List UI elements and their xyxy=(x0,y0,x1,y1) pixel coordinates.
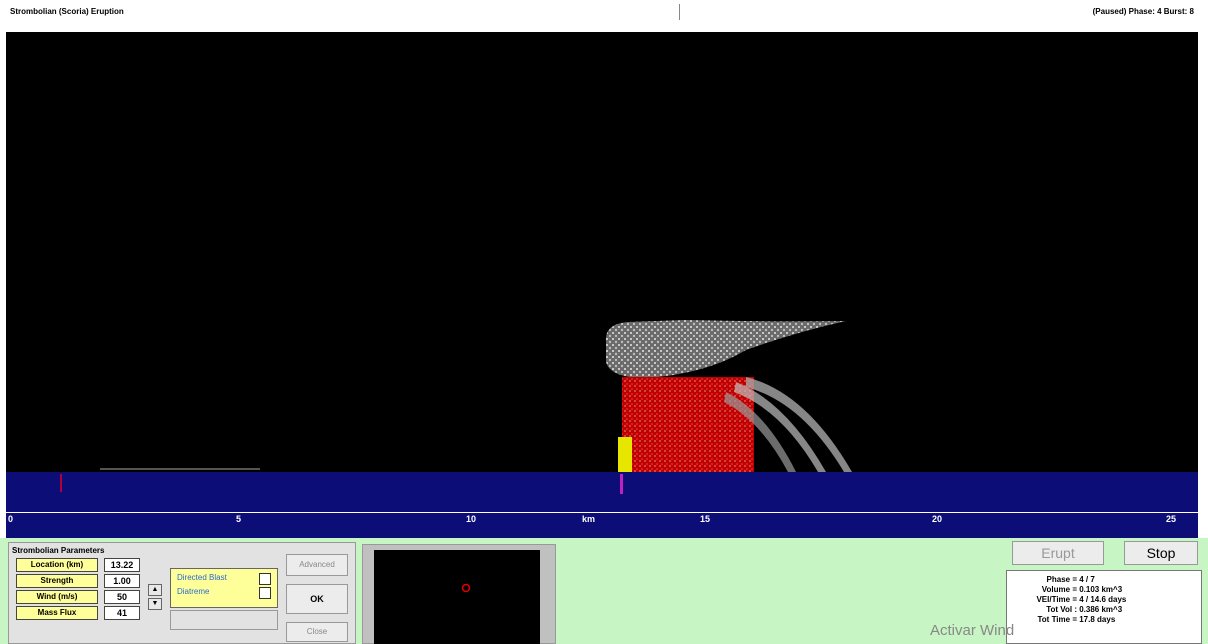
status-text: (Paused) Phase: 4 Burst: 8 xyxy=(1092,7,1194,16)
scale-tick-label: 5 xyxy=(236,514,242,524)
ok-button[interactable]: OK xyxy=(286,584,348,614)
wind-value: 50 xyxy=(104,590,140,604)
scale-axis-line xyxy=(6,512,1198,513)
scale-tick-label: 25 xyxy=(1166,514,1177,524)
mass-flux-value: 41 xyxy=(104,606,140,620)
location-value: 13.22 xyxy=(104,558,140,572)
vei-time-stat: VEI/Time = 4 / 14.6 days xyxy=(1036,595,1127,604)
scale-tick-label: 10 xyxy=(466,514,477,524)
distance-scale: 0 5 10 km 15 20 25 xyxy=(6,500,1198,536)
total-volume-stat: Tot Vol : 0.386 km^3 xyxy=(1046,605,1123,614)
spin-up-button[interactable]: ▲ xyxy=(148,584,162,596)
scale-tick-label: 15 xyxy=(700,514,711,524)
scale-unit-label: km xyxy=(582,514,596,524)
diatreme-label: Diatreme xyxy=(177,587,210,596)
directed-blast-label: Directed Blast xyxy=(177,573,227,582)
close-button[interactable]: Close xyxy=(286,622,348,642)
erupt-button[interactable]: Erupt xyxy=(1012,541,1104,565)
phase-stat: Phase = 4 / 7 xyxy=(1046,575,1095,584)
activation-watermark: Activar Wind xyxy=(930,622,1015,639)
vent-marker-left xyxy=(60,474,62,492)
parameters-title: Strombolian Parameters xyxy=(12,546,105,555)
preview-canvas xyxy=(374,550,540,644)
simulation-canvas[interactable] xyxy=(6,32,1198,472)
wind-label: Wind (m/s) xyxy=(16,590,98,604)
window-title: Strombolian (Scoria) Eruption xyxy=(4,4,680,20)
location-label: Location (km) xyxy=(16,558,98,572)
volume-stat: Volume = 0.103 km^3 xyxy=(1041,585,1123,594)
title-bar xyxy=(0,0,1208,32)
scale-tick-label: 0 xyxy=(8,514,14,524)
total-time-stat: Tot Time = 17.8 days xyxy=(1037,615,1116,624)
options-extra-box xyxy=(170,610,278,630)
scale-tick-label: 20 xyxy=(932,514,943,524)
advanced-button[interactable]: Advanced xyxy=(286,554,348,576)
directed-blast-checkbox[interactable] xyxy=(259,573,271,585)
ground-profile xyxy=(6,472,1198,538)
vent-marker-active xyxy=(620,474,623,494)
strength-label: Strength xyxy=(16,574,98,588)
stop-button[interactable]: Stop xyxy=(1124,541,1198,565)
options-group: Directed Blast Diatreme xyxy=(170,568,278,608)
strength-value: 1.00 xyxy=(104,574,140,588)
eruption-plume xyxy=(100,320,852,472)
diatreme-checkbox[interactable] xyxy=(259,587,271,599)
spin-down-button[interactable]: ▼ xyxy=(148,598,162,610)
mass-flux-label: Mass Flux xyxy=(16,606,98,620)
target-icon xyxy=(461,583,471,593)
stats-panel: Phase = 4 / 7 Volume = 0.103 km^3 VEI/Ti… xyxy=(1006,570,1202,644)
